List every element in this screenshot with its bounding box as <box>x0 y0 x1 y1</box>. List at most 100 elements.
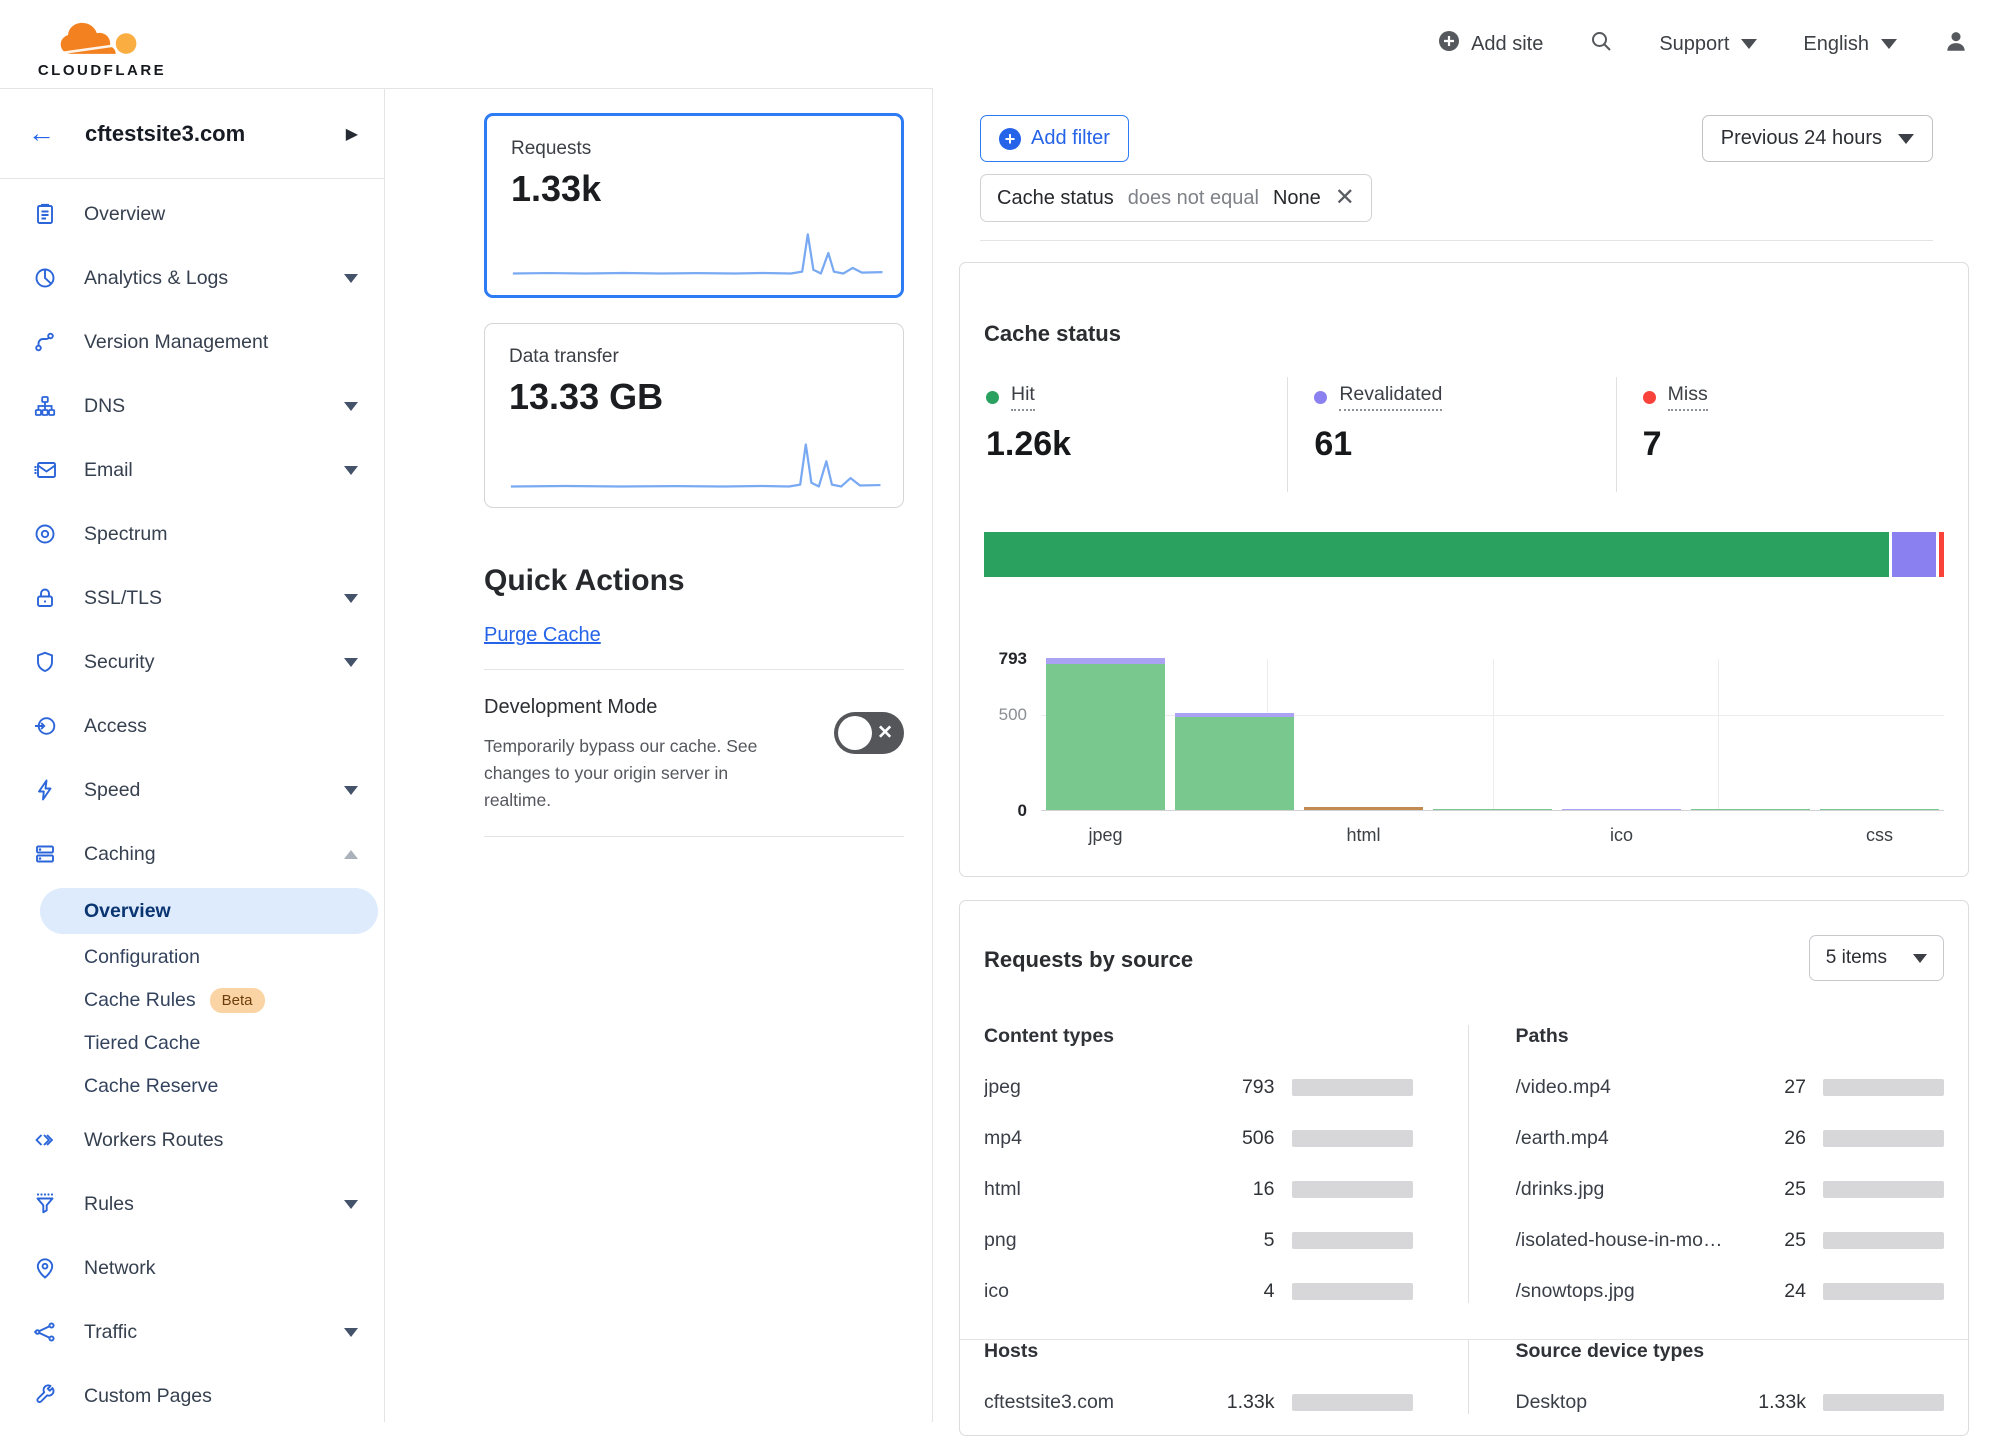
legend-toggle-miss[interactable]: Miss <box>1642 383 1944 411</box>
remove-filter-icon[interactable]: ✕ <box>1334 184 1355 211</box>
cache-status-bar-chart: 793 500 0 jpeg html ico css <box>999 649 1944 855</box>
bar-segment-hit <box>1046 664 1165 810</box>
legend-toggle-hit[interactable]: Hit <box>986 383 1287 411</box>
chevron-up-icon <box>344 849 358 859</box>
sidebar-subitem-configuration[interactable]: Configuration <box>0 936 384 979</box>
chevron-down-icon <box>344 1199 358 1209</box>
sidebar-subitem-cache-rules[interactable]: Cache Rules Beta <box>0 979 384 1022</box>
filter-bar: + Add filter Previous 24 hours Cache sta… <box>933 88 1999 241</box>
sidebar-item-ssl-tls[interactable]: SSL/TLS <box>0 566 384 630</box>
cloudflare-logo[interactable]: CLOUDFLARE <box>22 10 182 79</box>
row-bar <box>1291 1282 1413 1300</box>
x-axis-label: css <box>1866 825 1893 845</box>
hit-dot-icon <box>986 390 999 404</box>
sidebar-subitem-label: Configuration <box>84 946 200 968</box>
row-bar <box>1291 1078 1413 1096</box>
summary-column: Requests 1.33k Data transfer 13.33 GB Qu… <box>385 88 933 1422</box>
sidebar-item-email[interactable]: Email <box>0 438 384 502</box>
beta-badge: Beta <box>209 988 265 1013</box>
stat-label: Hit <box>1011 383 1035 411</box>
sidebar-item-dns[interactable]: DNS <box>0 374 384 438</box>
chart-bar-jpeg <box>1046 658 1165 810</box>
row-value: 25 <box>1784 1177 1806 1200</box>
cloudflare-cloud-icon <box>59 16 145 64</box>
analytics-panel: + Add filter Previous 24 hours Cache sta… <box>933 88 1999 1436</box>
sidebar-item-analytics-logs[interactable]: Analytics & Logs <box>0 246 384 310</box>
sidebar-item-label: Custom Pages <box>84 1384 212 1407</box>
sidebar-item-label: Overview <box>84 202 166 225</box>
legend-toggle-revalidated[interactable]: Revalidated <box>1314 383 1615 411</box>
chart-bar-html <box>1304 806 1423 810</box>
row-label: Desktop <box>1515 1390 1588 1413</box>
site-name: cftestsite3.com <box>85 120 246 146</box>
sidebar-nav: Overview Analytics & Logs Version Manageme… <box>0 179 384 1422</box>
row-bar <box>1291 1231 1413 1249</box>
add-filter-button[interactable]: + Add filter <box>980 115 1129 162</box>
add-site-button[interactable]: Add site <box>1437 29 1543 59</box>
sidebar-item-label: Traffic <box>84 1320 138 1343</box>
sidebar-subitem-tiered-cache[interactable]: Tiered Cache <box>0 1022 384 1065</box>
purge-cache-link[interactable]: Purge Cache <box>484 624 601 646</box>
chevron-down-icon <box>344 657 358 667</box>
time-range-dropdown[interactable]: Previous 24 hours <box>1701 115 1933 162</box>
chart-bar-ico <box>1562 809 1681 810</box>
table-title: Source device types <box>1515 1340 1705 1362</box>
sidebar-item-security[interactable]: Security <box>0 630 384 694</box>
row-value: 24 <box>1784 1279 1806 1302</box>
chevron-down-icon <box>344 273 358 283</box>
sidebar-subitem-overview[interactable]: Overview <box>40 888 378 934</box>
source-device-types-table: Source device types Desktop 1.33k <box>1467 1340 1944 1414</box>
row-label: jpeg <box>984 1075 1021 1098</box>
bar-segment-hit <box>1691 809 1810 810</box>
sidebar-item-custom-pages[interactable]: Custom Pages <box>0 1364 384 1422</box>
sidebar-subitem-cache-reserve[interactable]: Cache Reserve <box>0 1065 384 1108</box>
sidebar-item-label: Workers Routes <box>84 1128 224 1151</box>
lightning-icon <box>33 778 57 802</box>
support-menu[interactable]: Support <box>1659 33 1758 56</box>
bar-segment-revalidated <box>1562 809 1681 810</box>
row-value: 1.33k <box>1226 1390 1275 1413</box>
sidebar-item-traffic[interactable]: Traffic <box>0 1300 384 1364</box>
miss-dot-icon <box>1642 390 1656 404</box>
requests-metric-card[interactable]: Requests 1.33k <box>484 113 904 298</box>
data-transfer-metric-card[interactable]: Data transfer 13.33 GB <box>484 323 904 508</box>
sidebar-item-network[interactable]: Network <box>0 1236 384 1300</box>
filter-chip-cache-status[interactable]: Cache status does not equal None ✕ <box>980 174 1372 222</box>
sidebar-item-version-management[interactable]: Version Management <box>0 310 384 374</box>
chart-plot-area: 793 500 0 <box>999 649 1944 820</box>
sidebar-item-speed[interactable]: Speed <box>0 758 384 822</box>
row-bar <box>1291 1180 1413 1198</box>
revalidated-dot-icon <box>1314 390 1328 404</box>
table-row: Desktop 1.33k <box>1515 1390 1944 1414</box>
chevron-down-icon <box>344 465 358 475</box>
divider <box>484 836 904 838</box>
table-row: mp4 506 <box>984 1126 1413 1150</box>
row-bar <box>1823 1129 1944 1147</box>
search-button[interactable] <box>1589 29 1613 59</box>
stat-hit: Hit 1.26k <box>984 377 1287 492</box>
sidebar-item-spectrum[interactable]: Spectrum <box>0 502 384 566</box>
account-avatar[interactable] <box>1943 28 1969 60</box>
sidebar-item-label: Spectrum <box>84 522 168 545</box>
envelope-icon <box>33 458 57 482</box>
stat-value: 7 <box>1642 425 1662 463</box>
row-label: png <box>984 1228 1017 1251</box>
sidebar-item-overview[interactable]: Overview <box>0 182 384 246</box>
sidebar-item-rules[interactable]: Rules <box>0 1172 384 1236</box>
sidebar-item-caching[interactable]: Caching <box>0 822 384 886</box>
content-types-table: Content types jpeg 793 mp4 506 html 16 png 5 ico 4 <box>984 1025 1468 1303</box>
stacked-segment-hit <box>984 532 1890 577</box>
development-mode-toggle[interactable]: ✕ <box>834 712 904 754</box>
row-bar <box>1823 1078 1944 1096</box>
sidebar-item-workers-routes[interactable]: Workers Routes <box>0 1108 384 1172</box>
language-menu[interactable]: English <box>1803 33 1897 56</box>
back-arrow-icon[interactable]: ← <box>28 118 55 148</box>
site-switcher-chevron-icon[interactable]: ▶ <box>345 125 358 143</box>
requests-card-label: Requests <box>511 138 592 159</box>
row-value: 27 <box>1784 1075 1806 1098</box>
items-count-dropdown[interactable]: 5 items <box>1808 935 1944 981</box>
search-icon <box>1589 29 1613 59</box>
sidebar-item-access[interactable]: Access <box>0 694 384 758</box>
code-icon <box>33 1128 57 1152</box>
